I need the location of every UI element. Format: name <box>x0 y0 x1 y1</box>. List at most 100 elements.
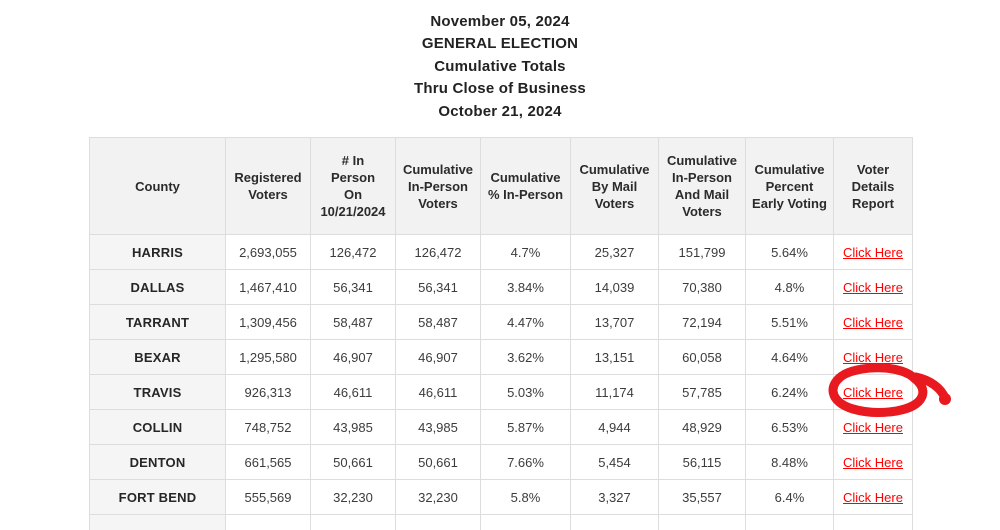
value-cell: 43,985 <box>310 409 396 445</box>
value-cell <box>833 514 913 530</box>
voter-details-link[interactable]: Click Here <box>843 454 903 470</box>
value-cell <box>570 514 659 530</box>
county-cell: TARRANT <box>89 304 226 340</box>
col-header-cumulative-in-person: Cumulative In-Person Voters <box>395 137 481 235</box>
value-cell: 4.64% <box>745 339 834 375</box>
value-cell: 70,380 <box>658 269 746 305</box>
value-cell: 926,313 <box>225 374 311 410</box>
value-cell: 1,309,456 <box>225 304 311 340</box>
value-cell: 6.24% <box>745 374 834 410</box>
value-cell: 4.7% <box>480 234 571 270</box>
voter-details-link[interactable]: Click Here <box>843 314 903 330</box>
county-cell: HARRIS <box>89 234 226 270</box>
voter-details-link[interactable]: Click Here <box>843 384 903 400</box>
col-header-county: County <box>89 137 226 235</box>
value-cell: 46,611 <box>310 374 396 410</box>
value-cell: 35,557 <box>658 479 746 515</box>
value-cell: 57,785 <box>658 374 746 410</box>
value-cell: 5.87% <box>480 409 571 445</box>
col-header-in-person-on-date: # In Person On 10/21/2024 <box>310 137 396 235</box>
cumulative-totals-table: County Registered Voters # In Person On … <box>89 137 913 530</box>
voter-details-cell: Click Here <box>833 339 913 375</box>
table-row: DALLAS 1,467,410 56,341 56,341 3.84% 14,039 70… <box>89 269 913 305</box>
value-cell: 1,295,580 <box>225 339 311 375</box>
report-title-block: November 05, 2024 GENERAL ELECTION Cumul… <box>0 0 1000 123</box>
value-cell: 555,569 <box>225 479 311 515</box>
value-cell: 748,752 <box>225 409 311 445</box>
voter-details-link[interactable]: Click Here <box>843 279 903 295</box>
col-header-cumulative-pct-in-person: Cumulative % In-Person <box>480 137 571 235</box>
value-cell: 32,230 <box>395 479 481 515</box>
value-cell: 1,467,410 <box>225 269 311 305</box>
value-cell: 3.62% <box>480 339 571 375</box>
voter-details-cell: Click Here <box>833 234 913 270</box>
col-header-voter-details-report: Voter Details Report <box>833 137 913 235</box>
voter-details-cell: Click Here <box>833 479 913 515</box>
value-cell: 13,707 <box>570 304 659 340</box>
voter-details-link[interactable]: Click Here <box>843 244 903 260</box>
table-row: FORT BEND 555,569 32,230 32,230 5.8% 3,327 35,… <box>89 479 913 515</box>
col-header-registered-voters: Registered Voters <box>225 137 311 235</box>
value-cell: 11,174 <box>570 374 659 410</box>
title-election-name: GENERAL ELECTION <box>421 35 579 53</box>
title-asof-date: October 21, 2024 <box>438 102 562 120</box>
value-cell: 25,327 <box>570 234 659 270</box>
county-cell: TRAVIS <box>89 374 226 410</box>
value-cell: 5,454 <box>570 444 659 480</box>
value-cell: 2,693,055 <box>225 234 311 270</box>
value-cell: 46,611 <box>395 374 481 410</box>
voter-details-cell: Click Here <box>833 269 913 305</box>
value-cell: 56,341 <box>395 269 481 305</box>
title-election-date: November 05, 2024 <box>430 13 570 30</box>
county-cell: DALLAS <box>89 269 226 305</box>
value-cell: 14,039 <box>570 269 659 305</box>
voter-details-link[interactable]: Click Here <box>843 419 903 435</box>
value-cell: 4.8% <box>745 269 834 305</box>
value-cell: 5.64% <box>745 234 834 270</box>
value-cell: 46,907 <box>395 339 481 375</box>
value-cell: 50,661 <box>310 444 396 480</box>
value-cell <box>480 514 571 530</box>
value-cell: 8.48% <box>745 444 834 480</box>
table-row: BEXAR 1,295,580 46,907 46,907 3.62% 13,151 60,… <box>89 339 913 375</box>
value-cell: 3.84% <box>480 269 571 305</box>
value-cell: 7.66% <box>480 444 571 480</box>
value-cell: 6.4% <box>745 479 834 515</box>
value-cell: 13,151 <box>570 339 659 375</box>
county-cell: DENTON <box>89 444 226 480</box>
value-cell: 6.53% <box>745 409 834 445</box>
value-cell <box>310 514 396 530</box>
value-cell <box>225 514 311 530</box>
value-cell: 48,929 <box>658 409 746 445</box>
value-cell <box>745 514 834 530</box>
table-row: COLLIN 748,752 43,985 43,985 5.87% 4,944 48,92… <box>89 409 913 445</box>
voter-details-cell: Click Here <box>833 374 913 410</box>
county-cell: COLLIN <box>89 409 226 445</box>
value-cell: 661,565 <box>225 444 311 480</box>
value-cell: 5.03% <box>480 374 571 410</box>
voter-details-cell: Click Here <box>833 304 913 340</box>
red-circle-tail-tip <box>939 393 951 405</box>
table-row: DENTON 661,565 50,661 50,661 7.66% 5,454 56,11… <box>89 444 913 480</box>
voter-details-cell: Click Here <box>833 409 913 445</box>
voter-details-link[interactable]: Click Here <box>843 489 903 505</box>
value-cell: 56,341 <box>310 269 396 305</box>
title-cumulative-totals: Cumulative Totals <box>434 57 566 75</box>
value-cell <box>658 514 746 530</box>
value-cell: 126,472 <box>310 234 396 270</box>
table-row: TRAVIS 926,313 46,611 46,611 5.03% 11,174 57,7… <box>89 374 913 410</box>
value-cell: 60,058 <box>658 339 746 375</box>
value-cell: 4.47% <box>480 304 571 340</box>
value-cell: 5.8% <box>480 479 571 515</box>
value-cell: 126,472 <box>395 234 481 270</box>
value-cell: 58,487 <box>310 304 396 340</box>
voter-details-link[interactable]: Click Here <box>843 349 903 365</box>
county-cell: FORT BEND <box>89 479 226 515</box>
value-cell: 4,944 <box>570 409 659 445</box>
county-cell <box>89 514 226 530</box>
value-cell <box>395 514 481 530</box>
voter-details-cell: Click Here <box>833 444 913 480</box>
col-header-cumulative-in-person-and-mail: Cumulative In-Person And Mail Voters <box>658 137 746 235</box>
value-cell: 46,907 <box>310 339 396 375</box>
